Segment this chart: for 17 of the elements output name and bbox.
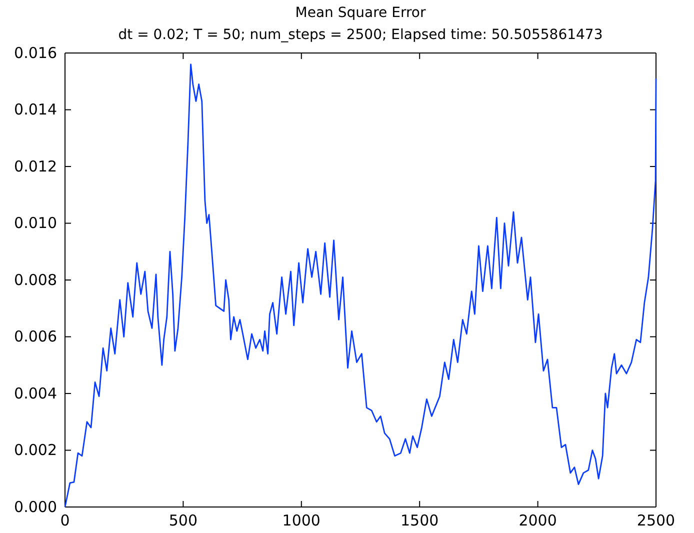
- x-tick-label: 0: [60, 512, 70, 530]
- y-tick-label: 0.010: [14, 214, 57, 232]
- chart-title: Mean Square Error: [295, 5, 426, 21]
- y-tick-label: 0.016: [14, 44, 57, 62]
- y-tick-label: 0.006: [14, 328, 57, 346]
- x-tick-label: 2000: [518, 512, 557, 530]
- y-tick-label: 0.014: [14, 100, 57, 119]
- x-tick-label: 500: [168, 512, 198, 530]
- chart-subtitle: dt = 0.02; T = 50; num_steps = 2500; Elapsed time: 50.5055861473: [118, 27, 603, 43]
- y-tick-label: 0.002: [14, 441, 57, 460]
- x-tick-label: 1000: [282, 512, 320, 530]
- x-tick-label: 2500: [636, 512, 676, 530]
- y-tick-label: 0.004: [14, 384, 57, 402]
- y-tick-label: 0.008: [14, 270, 57, 289]
- y-tick-label: 0.012: [14, 157, 57, 176]
- y-tick-label: 0.000: [14, 498, 57, 516]
- x-tick-label: 1500: [400, 512, 439, 530]
